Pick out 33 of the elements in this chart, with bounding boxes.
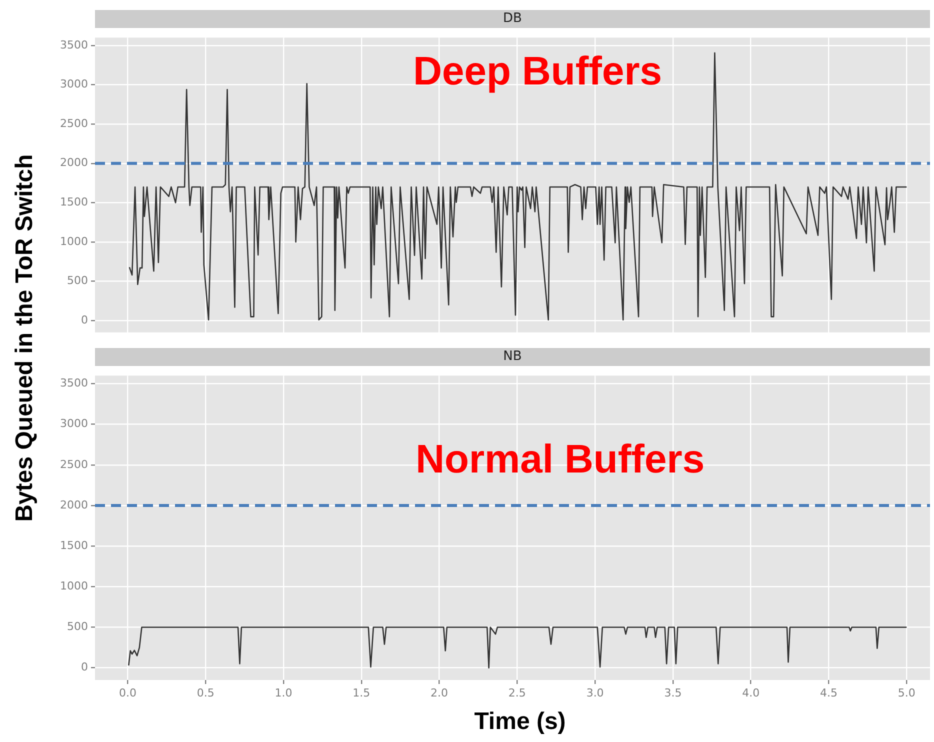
y-tick-label: 3500 — [60, 376, 88, 390]
x-tick-label: 0.0 — [118, 686, 136, 700]
x-tick-label: 1.0 — [274, 686, 292, 700]
y-tick-label: 0 — [81, 313, 88, 326]
y-tick-label: 2000 — [60, 156, 88, 170]
x-tick-label: 5.0 — [898, 686, 916, 700]
y-tick-label: 3000 — [60, 78, 88, 91]
y-tick-label: 2500 — [60, 116, 88, 130]
y-tick-label: 0 — [81, 660, 88, 674]
y-tick-label: 1500 — [60, 196, 88, 209]
x-tick-label: 3.5 — [664, 686, 682, 700]
x-axis-title: Time (s) — [474, 708, 566, 736]
y-tick-label: 500 — [67, 620, 88, 634]
y-tick-label: 3000 — [60, 417, 88, 430]
annotation: Normal Buffers — [416, 438, 705, 483]
y-tick-label: 2000 — [60, 498, 88, 512]
annotation: Deep Buffers — [413, 49, 662, 94]
x-tick-label: 4.0 — [742, 686, 760, 700]
x-tick-label: 4.5 — [820, 686, 838, 700]
x-tick-label: 0.5 — [196, 686, 214, 700]
y-tick-label: 500 — [67, 274, 88, 288]
x-tick-label: 2.0 — [430, 686, 448, 700]
y-tick-label: 2500 — [60, 458, 88, 471]
chart-title: NB — [95, 348, 930, 366]
y-axis-title: Bytes Queued in the ToR Switch — [11, 154, 39, 522]
x-tick-label: 3.0 — [586, 686, 604, 700]
x-tick-label: 2.5 — [508, 686, 526, 700]
y-tick-label: 1000 — [60, 234, 88, 248]
y-tick-label: 3500 — [60, 38, 88, 52]
y-tick-label: 1000 — [60, 580, 88, 593]
y-tick-label: 1500 — [60, 538, 88, 552]
x-tick-label: 1.5 — [352, 686, 370, 700]
chart-title: DB — [95, 10, 930, 28]
